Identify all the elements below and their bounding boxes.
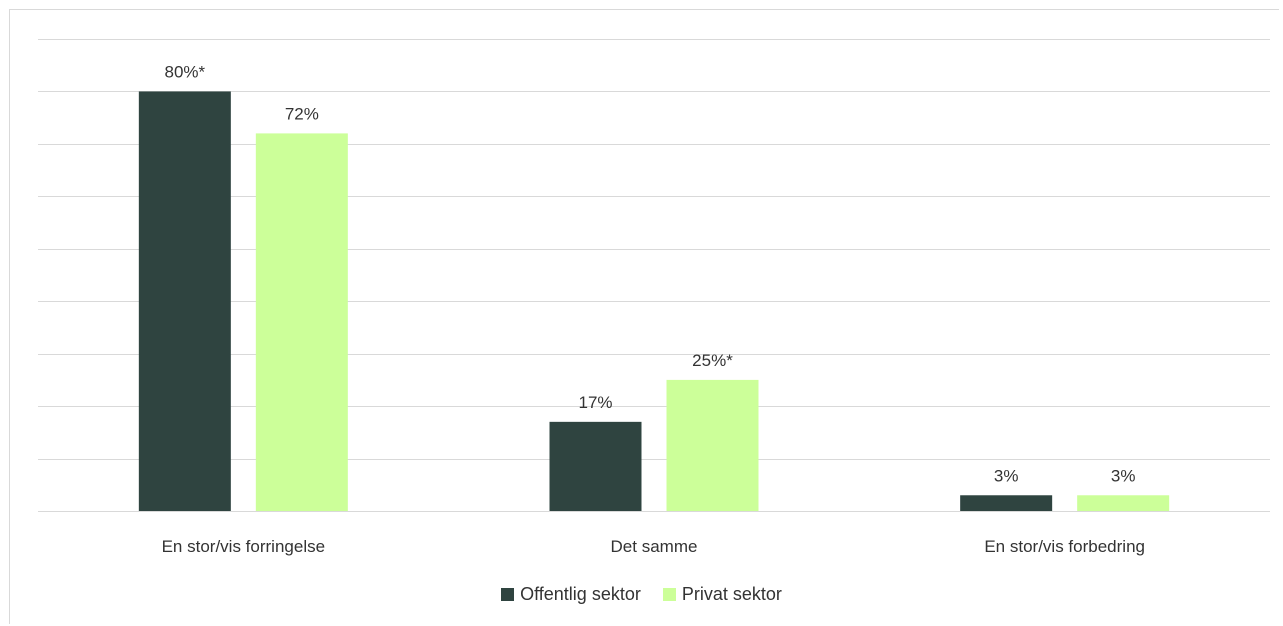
data-label: 3% [994,466,1019,485]
bar-offentlig-1 [549,421,642,511]
bars [138,91,1170,511]
legend: Offentlig sektor Privat sektor [0,584,1283,605]
data-label: 72% [285,104,319,123]
data-labels: 80%* 72% 17% 25%* 3% 3% [165,62,1136,485]
legend-item: Privat sektor [662,584,782,605]
gridlines [38,39,1270,512]
bar-privat-0 [255,133,348,511]
data-label: 25%* [692,351,733,370]
category-label: En stor/vis forringelse [162,537,325,556]
category-labels: En stor/vis forringelse Det samme En stor/… [162,537,1145,556]
data-label: 3% [1111,466,1136,485]
category-label: En stor/vis forbedring [984,537,1145,556]
chart-frame [9,9,1279,624]
legend-item: Offentlig sektor [501,584,641,605]
legend-swatch [501,588,515,601]
data-label: 80%* [165,62,206,81]
bar-offentlig-2 [960,495,1053,511]
bar-privat-1 [666,379,759,511]
data-label: 17% [578,393,612,412]
bar-privat-2 [1077,495,1170,511]
legend-label: Offentlig sektor [520,584,641,604]
bar-offentlig-0 [138,91,231,511]
category-label: Det samme [611,537,698,556]
legend-swatch [662,588,676,601]
legend-label: Privat sektor [681,584,782,604]
